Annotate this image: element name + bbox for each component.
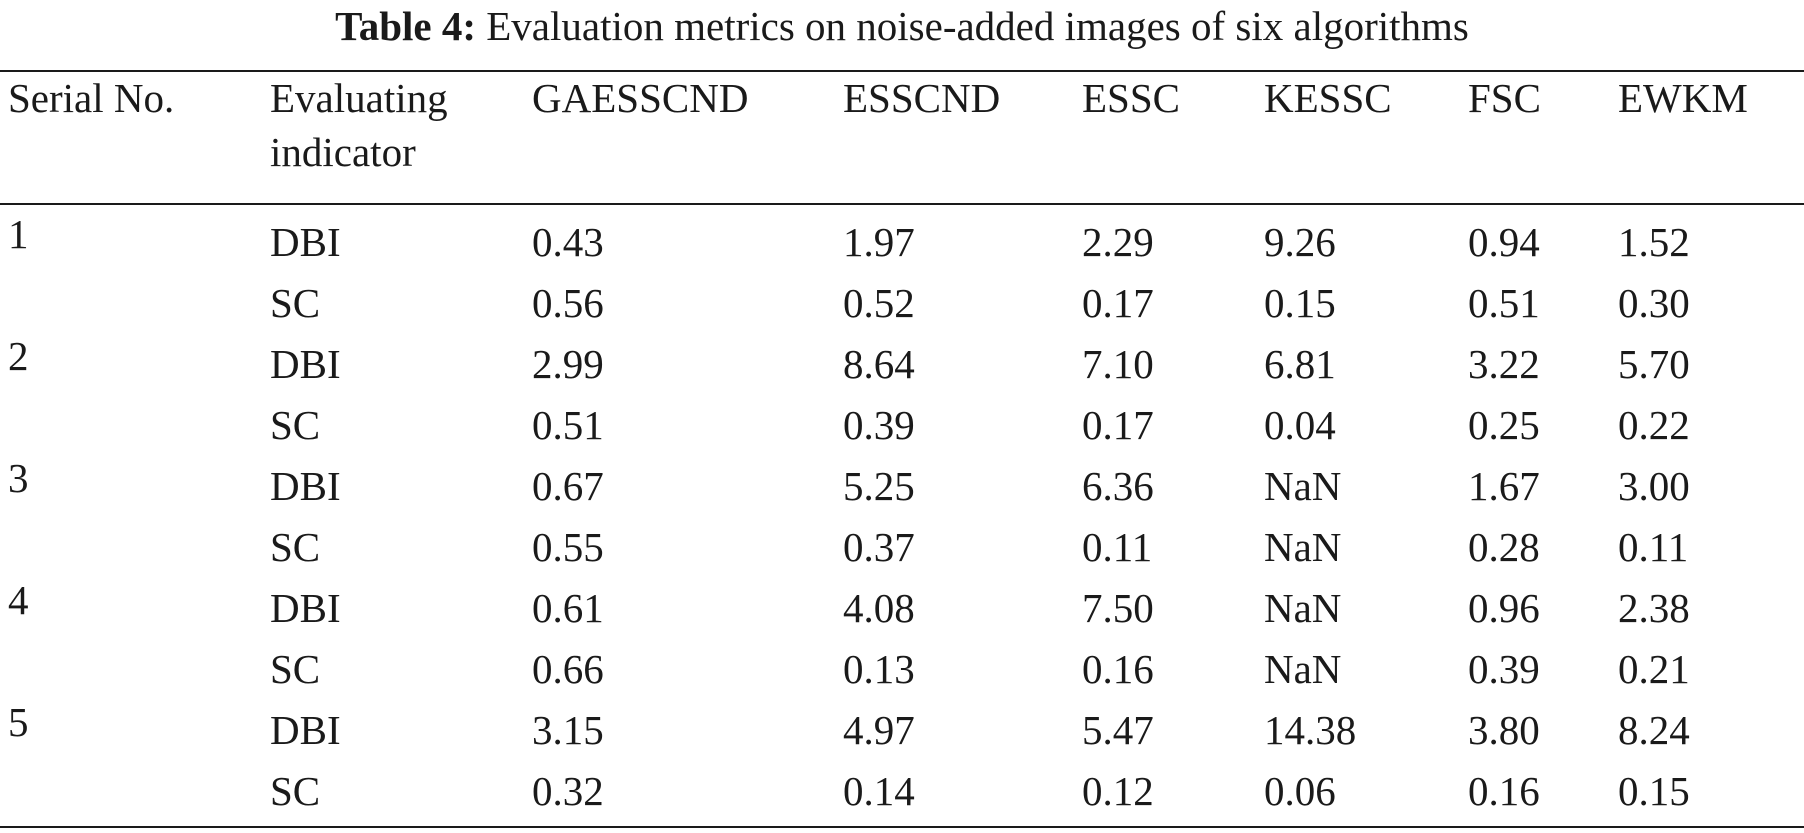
cell-value: 7.50 [1082, 585, 1154, 631]
cell-value: 1.97 [843, 219, 915, 265]
table-bottom-rule [0, 826, 1804, 828]
cell-indicator: DBI [270, 585, 341, 631]
cell-value: 6.81 [1264, 341, 1336, 387]
cell-indicator: DBI [270, 463, 341, 509]
cell-indicator: SC [270, 524, 321, 570]
cell-value: 0.17 [1082, 402, 1154, 448]
cell-indicator: DBI [270, 219, 341, 265]
cell-indicator: SC [270, 402, 321, 448]
cell-indicator: SC [270, 280, 321, 326]
cell-value: 0.04 [1264, 402, 1336, 448]
cell-value: 5.47 [1082, 707, 1154, 753]
cell-value: 0.11 [1618, 524, 1689, 570]
header-evaluating-indicator-line2: indicator [270, 129, 416, 175]
cell-value: NaN [1264, 585, 1342, 631]
cell-value: NaN [1264, 463, 1342, 509]
cell-indicator: SC [270, 768, 321, 814]
cell-value: 0.21 [1618, 646, 1690, 692]
cell-value: 0.66 [532, 646, 604, 692]
cell-value: 8.24 [1618, 707, 1690, 753]
cell-value: 4.97 [843, 707, 915, 753]
cell-value: 0.39 [1468, 646, 1540, 692]
cell-value: 5.25 [843, 463, 915, 509]
cell-value: 2.38 [1618, 585, 1690, 631]
cell-value: 0.55 [532, 524, 604, 570]
table-caption: Table 4: Evaluation metrics on noise-add… [0, 2, 1804, 50]
cell-value: 7.10 [1082, 341, 1154, 387]
cell-value: 3.22 [1468, 341, 1540, 387]
cell-value: 0.61 [532, 585, 604, 631]
cell-value: 0.32 [532, 768, 604, 814]
cell-value: 0.37 [843, 524, 915, 570]
cell-value: NaN [1264, 524, 1342, 570]
cell-value: 8.64 [843, 341, 915, 387]
cell-indicator: DBI [270, 341, 341, 387]
cell-value: 2.29 [1082, 219, 1154, 265]
cell-value: 0.12 [1082, 768, 1154, 814]
cell-value: 3.80 [1468, 707, 1540, 753]
cell-indicator: SC [270, 646, 321, 692]
cell-value: 5.70 [1618, 341, 1690, 387]
cell-value: 0.17 [1082, 280, 1154, 326]
cell-value: 0.15 [1618, 768, 1690, 814]
cell-value: 0.16 [1468, 768, 1540, 814]
cell-serial-no: 3 [8, 455, 29, 501]
cell-value: 3.00 [1618, 463, 1690, 509]
cell-value: 0.14 [843, 768, 915, 814]
cell-serial-no: 5 [8, 699, 29, 745]
cell-indicator: DBI [270, 707, 341, 753]
cell-value: 0.11 [1082, 524, 1153, 570]
cell-value: 0.30 [1618, 280, 1690, 326]
cell-value: 0.51 [532, 402, 604, 448]
cell-value: 1.67 [1468, 463, 1540, 509]
cell-value: 0.94 [1468, 219, 1540, 265]
cell-value: 1.52 [1618, 219, 1690, 265]
cell-value: 0.22 [1618, 402, 1690, 448]
cell-value: 0.52 [843, 280, 915, 326]
cell-value: 0.15 [1264, 280, 1336, 326]
table-top-rule [0, 70, 1804, 72]
cell-serial-no: 1 [8, 211, 29, 257]
cell-value: 0.39 [843, 402, 915, 448]
cell-value: 0.43 [532, 219, 604, 265]
cell-value: 0.96 [1468, 585, 1540, 631]
cell-value: 0.56 [532, 280, 604, 326]
cell-value: 0.25 [1468, 402, 1540, 448]
cell-value: 14.38 [1264, 707, 1357, 753]
cell-value: 0.16 [1082, 646, 1154, 692]
header-evaluating-indicator-line1: Evaluating [270, 75, 448, 121]
cell-value: 0.28 [1468, 524, 1540, 570]
cell-serial-no: 2 [8, 333, 29, 379]
cell-value: 2.99 [532, 341, 604, 387]
header-gaesscnd: GAESSCND [532, 75, 749, 121]
header-serial-no: Serial No. [8, 75, 175, 121]
table-header-rule [0, 203, 1804, 205]
header-esscnd: ESSCND [843, 75, 1001, 121]
header-fsc: FSC [1468, 75, 1541, 121]
cell-value: 4.08 [843, 585, 915, 631]
cell-value: 0.06 [1264, 768, 1336, 814]
header-kessc: KESSC [1264, 75, 1392, 121]
cell-value: 0.13 [843, 646, 915, 692]
cell-value: NaN [1264, 646, 1342, 692]
header-essc: ESSC [1082, 75, 1180, 121]
table-caption-label: Table 4: [335, 3, 476, 49]
cell-value: 0.51 [1468, 280, 1540, 326]
table-caption-text: Evaluation metrics on noise-added images… [486, 3, 1469, 49]
cell-value: 9.26 [1264, 219, 1336, 265]
header-ewkm: EWKM [1618, 75, 1748, 121]
cell-serial-no: 4 [8, 577, 29, 623]
cell-value: 3.15 [532, 707, 604, 753]
cell-value: 6.36 [1082, 463, 1154, 509]
cell-value: 0.67 [532, 463, 604, 509]
